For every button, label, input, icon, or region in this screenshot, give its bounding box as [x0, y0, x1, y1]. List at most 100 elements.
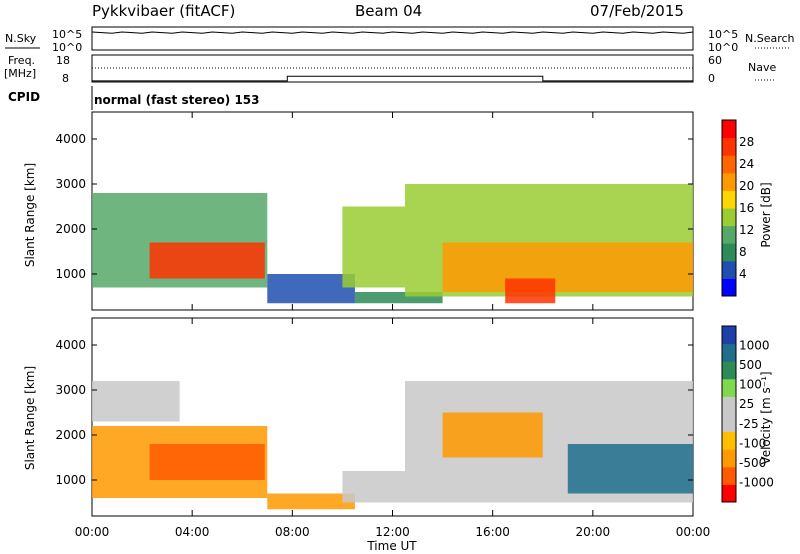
colorbar-frame [721, 119, 737, 297]
freq-tick-bottom: 8 [62, 72, 69, 85]
colorbar-tick-label: -1000 [739, 475, 774, 489]
colorbar-cell [722, 225, 736, 244]
x-tick-label: 20:00 [576, 525, 611, 539]
velocity-yticks: 1000 2000 3000 4000 [55, 338, 693, 487]
colorbar-tick-label: 12 [739, 223, 754, 237]
colorbar-cell [722, 260, 736, 279]
y-tick-label: 3000 [55, 383, 86, 397]
cpid-label: CPID [8, 90, 40, 104]
colorbar-tick-label: 28 [739, 135, 754, 149]
colorbar-cell [722, 208, 736, 227]
colorbar-cell [722, 137, 736, 156]
nsearch-tick-top: 10^5 [708, 28, 738, 41]
colorbar-cell [722, 484, 736, 503]
colorbar-cell [722, 414, 736, 433]
power-colorbar: 4 8 12 16 20 24 28 [721, 119, 754, 297]
heatmap-region [505, 278, 556, 304]
nsky-series-line [91, 31, 694, 34]
x-tick-label: 08:00 [275, 525, 310, 539]
colorbar-cell [722, 190, 736, 209]
colorbar-cell [722, 378, 736, 397]
heatmap-region [354, 292, 443, 304]
velocity-colorbar: 1000 500 100 25 -25 -100 -500 -1000 [721, 325, 774, 503]
heatmap-region [267, 274, 355, 304]
colorbar-tick-label: 24 [739, 157, 754, 171]
colorbar-cell [722, 155, 736, 174]
colorbar-tick-label: 25 [739, 397, 754, 411]
power-yticks: 1000 2000 3000 4000 [55, 132, 693, 281]
colorbar-tick-label: 1000 [739, 339, 770, 353]
heatmap-region [567, 444, 693, 494]
colorbar-cell [722, 361, 736, 380]
colorbar-cell [722, 431, 736, 450]
y-tick-label: 3000 [55, 177, 86, 191]
nsky-tick-top: 10^5 [52, 28, 82, 41]
colorbar-tick-label: 500 [739, 358, 762, 372]
power-data [92, 184, 693, 304]
colorbar-frame [721, 325, 737, 503]
heatmap-region [92, 381, 180, 422]
colorbar-tick-label: 20 [739, 179, 754, 193]
colorbar-tick-label: -100 [739, 436, 766, 450]
x-tick-label: 04:00 [175, 525, 210, 539]
x-axis-label: Time UT [366, 539, 417, 553]
colorbar-cell [722, 172, 736, 191]
nsearch-tick-bottom: 10^0 [708, 41, 738, 54]
x-tick-label: 00:00 [75, 525, 110, 539]
y-tick-label: 2000 [55, 222, 86, 236]
colorbar-tick-label: 4 [739, 267, 747, 281]
colorbar-cell [722, 343, 736, 362]
colorbar-tick-label: 8 [739, 245, 747, 259]
colorbar-cell [722, 120, 736, 139]
y-tick-label: 4000 [55, 338, 86, 352]
heatmap-region [442, 242, 693, 292]
y-tick-label: 2000 [55, 428, 86, 442]
colorbar-cell [722, 466, 736, 485]
colorbar-cell [722, 278, 736, 297]
nsky-panel: N.Sky 10^5 10^0 10^5 10^0 N.Search [5, 26, 795, 54]
nsky-tick-bottom: 10^0 [52, 41, 82, 54]
heatmap-region [442, 412, 543, 458]
nsearch-label: N.Search [745, 32, 795, 45]
heatmap-region [267, 493, 355, 510]
x-axis-ticks: 00:00 04:00 08:00 12:00 16:00 20:00 00:00 [75, 112, 711, 539]
x-tick-label: 00:00 [676, 525, 711, 539]
colorbar-cell [722, 243, 736, 262]
x-tick-label: 16:00 [475, 525, 510, 539]
y-tick-label: 1000 [55, 473, 86, 487]
x-tick-label: 12:00 [375, 525, 410, 539]
heatmap-region [149, 444, 265, 480]
nave-label: Nave [748, 61, 776, 74]
freq-panel: Freq. [MHz] 18 8 60 0 Nave [4, 54, 776, 85]
velocity-ylabel: Slant Range [km] [23, 366, 37, 470]
velocity-panel: 1000 2000 3000 4000 Slant Range [km] 1000 50… [23, 317, 774, 517]
power-colorbar-label: Power [dB] [759, 182, 773, 247]
freq-label-1: Freq. [8, 54, 35, 67]
date-title: 07/Feb/2015 [590, 2, 684, 20]
colorbar-tick-label: -500 [739, 456, 766, 470]
velocity-data [92, 381, 693, 510]
colorbar-tick-label: 16 [739, 201, 754, 215]
freq-series-line [92, 75, 693, 82]
velocity-colorbar-label: Velocity [m s⁻¹] [759, 371, 773, 464]
y-tick-label: 1000 [55, 267, 86, 281]
cpid-text: normal (fast stereo) 153 [94, 93, 260, 107]
colorbar-tick-label: -25 [739, 417, 759, 431]
nave-tick-bottom: 0 [708, 72, 715, 85]
freq-tick-top: 18 [56, 54, 70, 67]
beam-title: Beam 04 [355, 2, 422, 20]
station-title: Pykkvibaer (fitACF) [92, 2, 235, 20]
nsky-label: N.Sky [5, 32, 37, 45]
y-tick-label: 4000 [55, 132, 86, 146]
nave-tick-top: 60 [708, 54, 722, 67]
freq-label-2: [MHz] [4, 67, 36, 80]
heatmap-region [342, 206, 406, 288]
colorbar-cell [722, 396, 736, 415]
heatmap-region [149, 242, 265, 279]
power-panel: 1000 2000 3000 4000 Slant Range [km] 4 8 12 16… [23, 111, 773, 311]
colorbar-cell [722, 449, 736, 468]
colorbar-tick-label: 100 [739, 378, 762, 392]
power-ylabel: Slant Range [km] [23, 163, 37, 267]
colorbar-cell [722, 326, 736, 345]
